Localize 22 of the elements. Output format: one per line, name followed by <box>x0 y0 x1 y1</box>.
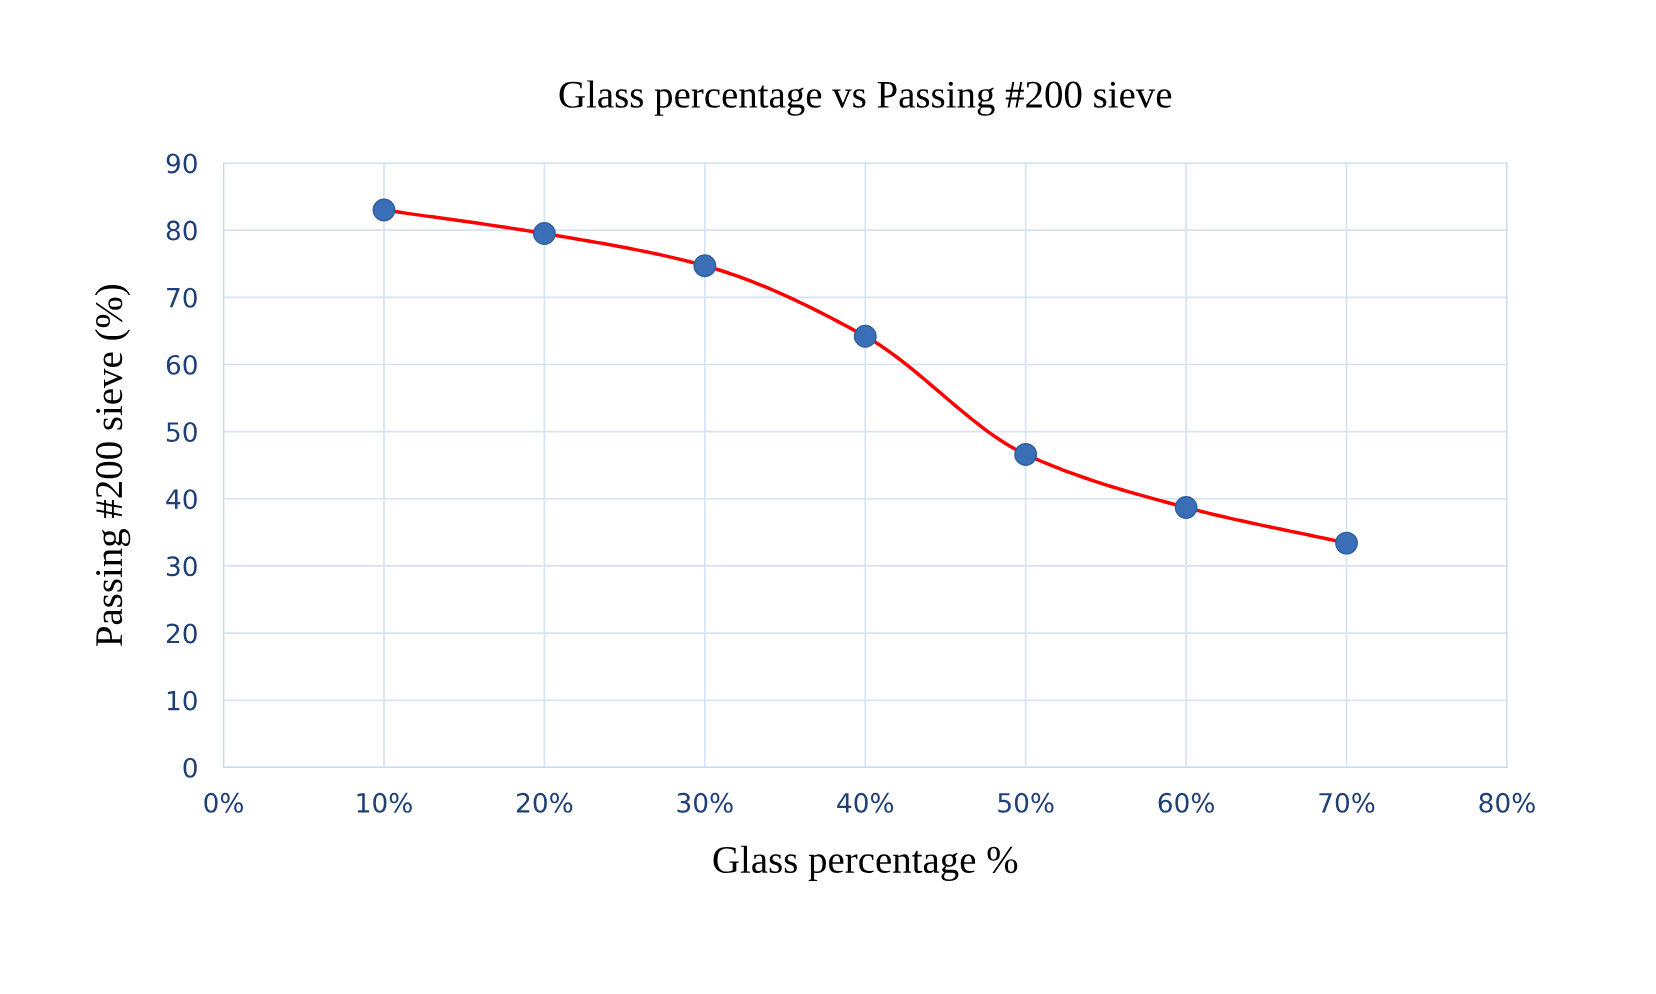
x-axis-title: Glass percentage % <box>713 845 1018 882</box>
chart-title: Glass percentage vs Passing #200 sieve <box>559 80 1172 116</box>
y-tick-label: 0 <box>183 757 197 778</box>
x-tick-label: 10% <box>357 792 412 813</box>
y-tick-label: 20 <box>166 623 197 644</box>
y-tick-label: 90 <box>166 153 197 174</box>
x-tick-label: 50% <box>998 792 1054 813</box>
x-tick-label: 30% <box>677 792 733 813</box>
x-tick-label: 0% <box>204 792 244 813</box>
x-tick-label: 20% <box>517 792 573 813</box>
y-tick-label: 10 <box>167 690 197 711</box>
y-tick-label: 60 <box>166 354 197 375</box>
y-tick-label: 40 <box>166 489 197 510</box>
y-tick-label: 30 <box>166 556 197 577</box>
x-tick-label: 80% <box>1479 792 1535 813</box>
x-tick-label: 40% <box>837 792 894 813</box>
y-axis-title: Passing #200 sieve (%) <box>94 284 131 647</box>
y-tick-label: 80 <box>166 220 197 241</box>
x-tick-label: 60% <box>1158 792 1214 813</box>
x-tick-label: 70% <box>1319 792 1375 813</box>
y-tick-label: 50 <box>167 422 197 443</box>
y-tick-label: 70 <box>167 287 197 308</box>
